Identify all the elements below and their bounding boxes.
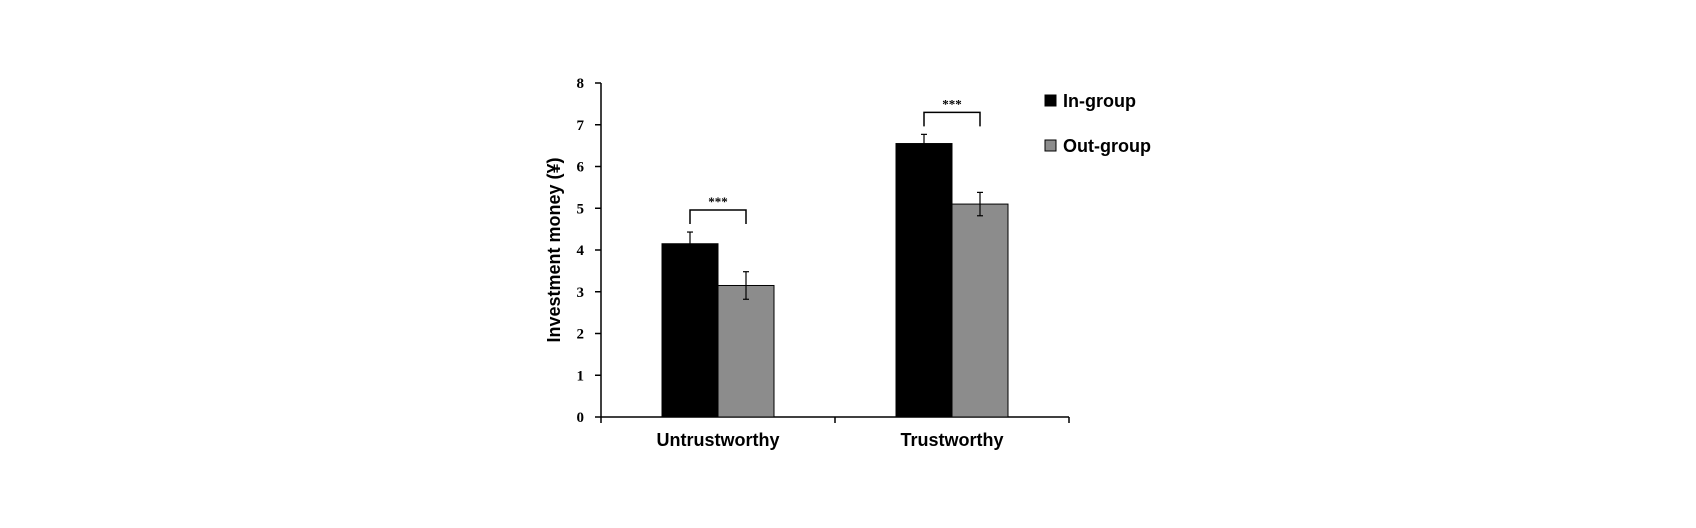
y-tick-label: 2 (577, 327, 585, 343)
legend-swatch-in-group (1044, 94, 1057, 107)
x-category-label: Trustworthy (900, 430, 1003, 450)
significance-label: *** (942, 96, 962, 111)
y-tick-label: 6 (577, 160, 585, 176)
y-tick-label: 1 (577, 368, 585, 384)
y-tick-label: 0 (577, 410, 585, 426)
legend: In-group Out-group (1044, 91, 1151, 156)
y-axis-title: Investment money (¥) (544, 157, 564, 342)
bar-out-group (717, 284, 775, 418)
y-tick-label: 7 (577, 118, 585, 134)
y-tick-label: 5 (577, 201, 585, 217)
significance-label: *** (708, 194, 728, 209)
x-category-label: Untrustworthy (657, 430, 780, 450)
significance-bracket (923, 111, 981, 127)
axes: 0 1 2 3 4 5 6 7 8 Untrustworthy Trustworthy Investm… (544, 76, 1070, 450)
significance-markers: *** *** (689, 96, 981, 225)
significance-bracket (689, 209, 747, 225)
legend-label: Out-group (1063, 136, 1151, 156)
y-tick-label: 8 (577, 76, 585, 92)
bar-in-group (661, 243, 719, 418)
y-tick-label: 3 (577, 285, 585, 301)
bar-in-group (895, 143, 953, 418)
bar-out-group (951, 203, 1009, 418)
y-tick-label: 4 (577, 243, 585, 259)
bars (661, 133, 1009, 418)
legend-label: In-group (1063, 91, 1136, 111)
legend-swatch-out-group (1044, 139, 1057, 152)
